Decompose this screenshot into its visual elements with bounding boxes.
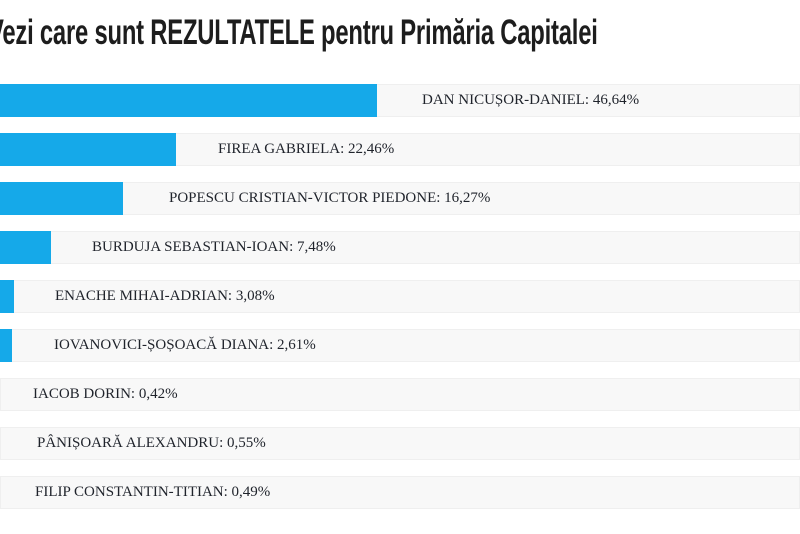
- page-title: Vezi care sunt REZULTATELE pentru Primăr…: [0, 13, 598, 52]
- result-row: BURDUJA SEBASTIAN-IOAN: 7,48%: [0, 231, 800, 264]
- result-bar: [0, 280, 14, 313]
- result-label: PÂNIȘOARĂ ALEXANDRU: 0,55%: [37, 435, 266, 451]
- result-row: DAN NICUȘOR-DANIEL: 46,64%: [0, 84, 800, 117]
- result-row: IACOB DORIN: 0,42%: [0, 378, 800, 411]
- result-bar: [0, 133, 176, 166]
- result-row: IOVANOVICI-ȘOȘOACĂ DIANA: 2,61%: [0, 329, 800, 362]
- result-label: IOVANOVICI-ȘOȘOACĂ DIANA: 2,61%: [54, 337, 316, 353]
- result-label: FIREA GABRIELA: 22,46%: [218, 141, 395, 157]
- result-bar: [0, 182, 123, 215]
- result-bar: [0, 231, 51, 264]
- results-bar-chart: DAN NICUȘOR-DANIEL: 46,64% FIREA GABRIEL…: [0, 84, 800, 525]
- result-label: BURDUJA SEBASTIAN-IOAN: 7,48%: [92, 239, 336, 255]
- result-bar: [0, 84, 377, 117]
- result-row: FILIP CONSTANTIN-TITIAN: 0,49%: [0, 476, 800, 509]
- result-row: POPESCU CRISTIAN-VICTOR PIEDONE: 16,27%: [0, 182, 800, 215]
- result-label: IACOB DORIN: 0,42%: [33, 386, 178, 402]
- result-row: ENACHE MIHAI-ADRIAN: 3,08%: [0, 280, 800, 313]
- result-label: FILIP CONSTANTIN-TITIAN: 0,49%: [35, 484, 271, 500]
- result-label: ENACHE MIHAI-ADRIAN: 3,08%: [55, 288, 275, 304]
- result-bar: [0, 329, 12, 362]
- result-label: POPESCU CRISTIAN-VICTOR PIEDONE: 16,27%: [169, 190, 491, 206]
- result-row: PÂNIȘOARĂ ALEXANDRU: 0,55%: [0, 427, 800, 460]
- result-label: DAN NICUȘOR-DANIEL: 46,64%: [422, 92, 640, 108]
- result-row: FIREA GABRIELA: 22,46%: [0, 133, 800, 166]
